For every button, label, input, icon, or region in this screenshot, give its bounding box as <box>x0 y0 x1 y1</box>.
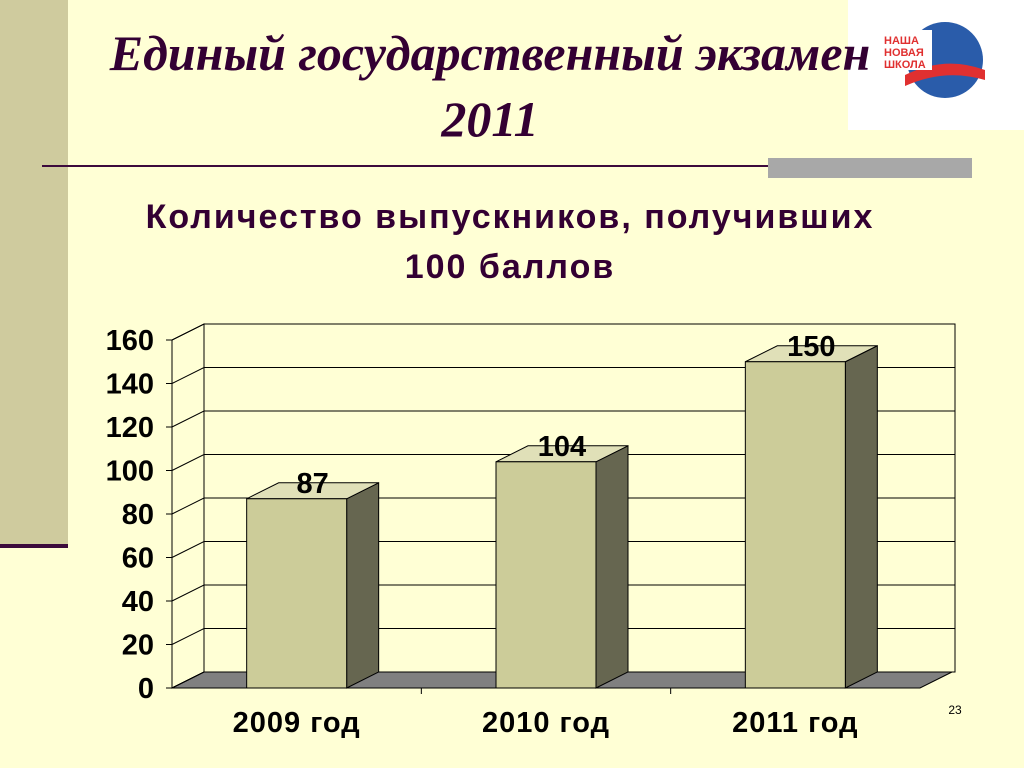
value-label: 150 <box>787 331 835 363</box>
logo-text-bg <box>880 30 932 70</box>
value-label: 87 <box>297 468 329 500</box>
grid-line <box>171 584 955 602</box>
y-tick-label: 80 <box>122 499 154 531</box>
value-label: 104 <box>538 431 586 463</box>
chart-title: Количество выпускников, получивших 100 б… <box>145 198 875 286</box>
left-strip <box>0 0 68 545</box>
y-tick-label: 120 <box>106 412 154 444</box>
y-tick-label: 0 <box>138 673 154 705</box>
grid-line <box>171 367 955 384</box>
x-tick-label: 2009 год <box>233 707 361 739</box>
y-tick-label: 100 <box>106 456 154 488</box>
x-tick-label: 2011 год <box>732 707 858 739</box>
bar <box>246 498 348 689</box>
y-tick-label: 140 <box>106 369 154 401</box>
y-tick-label: 60 <box>122 543 154 575</box>
page-number: 23 <box>948 703 962 717</box>
grid-line <box>171 323 955 341</box>
grid-line <box>171 671 955 689</box>
logo-text: НОВАЯ <box>884 47 924 59</box>
y-tick-label: 40 <box>122 586 154 618</box>
grid-line <box>171 497 955 515</box>
x-tick-label: 2010 год <box>482 707 610 739</box>
bar-side <box>595 444 629 689</box>
bar-side <box>844 344 878 689</box>
grid-line <box>171 454 955 471</box>
grid-line <box>171 410 955 428</box>
logo-text: НАША <box>884 35 919 47</box>
y-tick-label: 20 <box>122 630 154 662</box>
bar-side <box>346 481 380 689</box>
divider-bar <box>768 158 972 178</box>
slide-title: Единый государственный экзамен 2011 <box>109 25 871 147</box>
y-tick-label: 160 <box>106 325 154 357</box>
grid-line <box>171 541 955 558</box>
bar <box>744 361 846 689</box>
bar <box>495 461 597 689</box>
logo-text: ШКОЛА <box>884 59 926 71</box>
grid-line <box>171 628 955 645</box>
